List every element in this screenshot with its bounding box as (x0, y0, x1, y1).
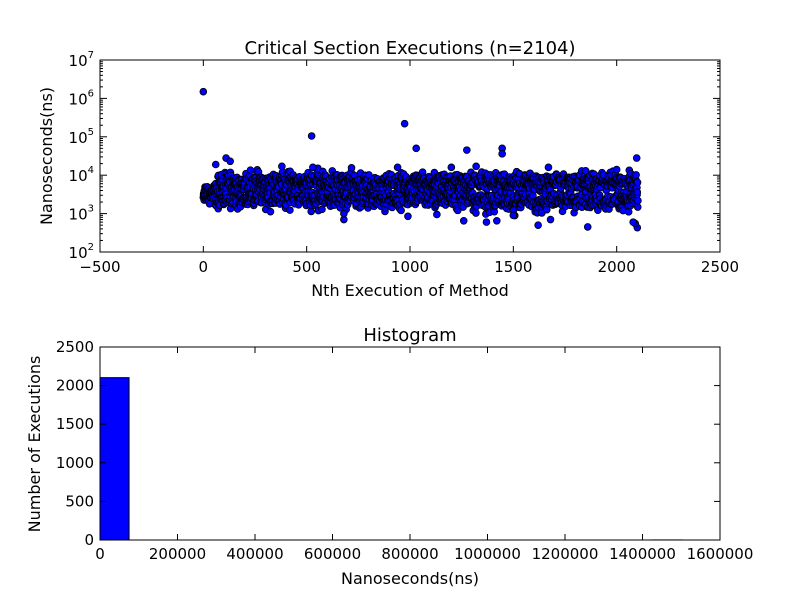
scatter-point (286, 206, 294, 214)
histogram-y-label: Number of Executions (25, 356, 44, 533)
scatter-y-tick-label: 106 (69, 88, 94, 108)
histogram-x-tick-label: 1400000 (609, 545, 676, 563)
histogram-x-tick-label: 600000 (304, 545, 361, 563)
scatter-x-tick-label: 1500 (494, 258, 532, 276)
scatter-point (266, 207, 275, 216)
scatter-point (544, 163, 553, 172)
scatter-x-ticks: −500 0 500 1000 1500 2000 2500 (79, 60, 739, 276)
histogram-x-tick-label: 400000 (226, 545, 283, 563)
scatter-y-tick-label: 102 (69, 242, 94, 262)
scatter-point (498, 150, 506, 158)
scatter-point (583, 223, 592, 231)
scatter-point (632, 154, 641, 162)
histogram-x-tick-label: 1600000 (687, 545, 754, 563)
histogram-x-tick-label: 800000 (381, 545, 438, 563)
scatter-y-tick-label: 104 (69, 165, 94, 185)
histogram-x-ticks: 0 200000 400000 600000 800000 1000000 1200000 1… (95, 347, 753, 563)
scatter-point (543, 205, 551, 214)
histogram-y-tick-label: 2000 (56, 377, 94, 395)
scatter-point (629, 218, 637, 226)
scatter-point (509, 211, 518, 220)
scatter-point (463, 146, 471, 154)
scatter-y-tick-label: 107 (69, 50, 94, 70)
histogram-y-ticks: 0 500 1000 1500 2000 2500 (56, 338, 720, 549)
scatter-y-tick-label: 103 (69, 204, 94, 224)
histogram-bars (99, 377, 682, 541)
scatter-point (309, 163, 317, 172)
scatter-point (492, 216, 501, 225)
histogram-x-tick-label: 200000 (149, 545, 206, 563)
scatter-point (482, 218, 491, 226)
scatter-point (472, 209, 480, 217)
scatter-point (226, 157, 235, 166)
scatter-points (199, 87, 642, 232)
scatter-point (347, 164, 356, 172)
scatter-x-tick-label: 2500 (701, 258, 739, 276)
scatter-chart: Critical Section Executions (n=2104) −50… (37, 38, 739, 300)
scatter-point (246, 166, 255, 174)
scatter-point (633, 178, 642, 187)
scatter-point (546, 215, 555, 224)
histogram-x-tick-label: 1200000 (532, 545, 599, 563)
scatter-point (472, 162, 480, 171)
scatter-point (433, 210, 441, 219)
scatter-x-tick-label: 1000 (391, 258, 429, 276)
scatter-point (205, 200, 214, 208)
scatter-point (632, 171, 640, 179)
scatter-x-tick-label: 500 (292, 258, 321, 276)
scatter-x-label: Nth Execution of Method (311, 281, 509, 300)
scatter-point (634, 196, 642, 205)
scatter-point (412, 144, 421, 153)
scatter-y-label: Nanoseconds(ns) (37, 87, 56, 225)
scatter-point (278, 162, 286, 171)
scatter-point (612, 165, 621, 174)
scatter-point (581, 167, 590, 175)
scatter-point (534, 221, 542, 229)
scatter-point (340, 209, 348, 218)
scatter-title: Critical Section Executions (n=2104) (244, 38, 575, 59)
histogram-bar (99, 377, 130, 541)
histogram-y-tick-label: 0 (84, 531, 94, 549)
scatter-x-tick-label: 0 (199, 258, 209, 276)
scatter-point (459, 216, 468, 225)
scatter-point (404, 212, 412, 221)
scatter-point (447, 163, 456, 172)
histogram-y-tick-label: 1000 (56, 454, 94, 472)
histogram-x-tick-label: 1000000 (454, 545, 521, 563)
histogram-plot-area (100, 347, 720, 540)
scatter-point (393, 163, 402, 172)
scatter-point (397, 206, 405, 215)
scatter-point (633, 188, 642, 196)
histogram-x-label: Nanoseconds(ns) (341, 569, 479, 588)
histogram-y-tick-label: 500 (65, 492, 94, 510)
histogram-y-tick-label: 2500 (56, 338, 94, 356)
scatter-plot-area (100, 60, 720, 252)
scatter-y-ticks: 102 103 104 105 106 107 (69, 50, 720, 262)
scatter-point (307, 207, 316, 216)
scatter-y-tick-label: 105 (69, 127, 94, 147)
histogram-chart: Histogram 0 200000 400000 600000 800000 10000… (25, 325, 753, 588)
scatter-x-tick-label: 2000 (598, 258, 636, 276)
scatter-point (307, 132, 316, 140)
histogram-y-tick-label: 1500 (56, 415, 94, 433)
scatter-point (211, 160, 220, 169)
histogram-x-tick-label: 0 (95, 545, 105, 563)
scatter-point (199, 87, 208, 96)
scatter-x-tick-label: −500 (79, 258, 120, 276)
histogram-title: Histogram (363, 325, 456, 346)
scatter-point (400, 119, 409, 128)
scatter-point (633, 203, 642, 211)
